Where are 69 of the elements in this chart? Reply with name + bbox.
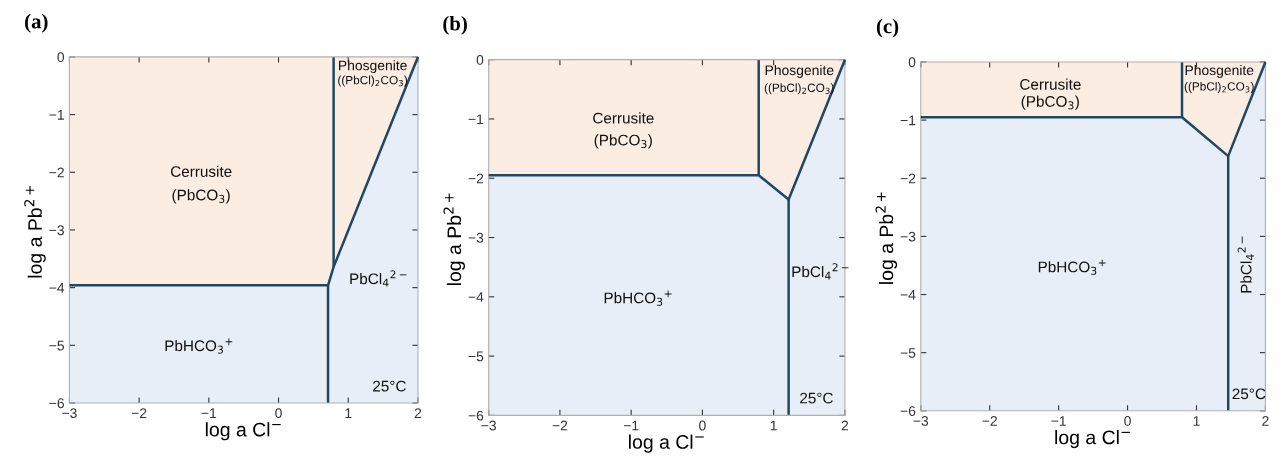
annotation: 25°C — [373, 380, 406, 392]
x-tick-label: 0 — [1124, 416, 1131, 426]
y-axis-title: log a Pb$^{2+}$ — [24, 185, 46, 278]
x-tick-label: 1 — [770, 420, 777, 431]
y-tick-label: −3 — [468, 232, 484, 243]
annotation: PbHCO$_{3}$$^{+}$ — [604, 290, 672, 306]
y-tick-label: −6 — [468, 410, 484, 421]
annotation: PbCl$_{4}$$^{2−}$ — [1237, 236, 1254, 293]
x-tick-label: −1 — [1051, 416, 1066, 426]
y-tick-label: −4 — [900, 290, 916, 300]
annotation: Phosgenite — [339, 60, 407, 74]
annotation: (PbCO$_{3}$) — [1021, 95, 1079, 110]
x-tick-label: −2 — [552, 420, 568, 431]
annotation: PbHCO$_{3}$$^{+}$ — [1038, 259, 1106, 275]
y-tick-label: −3 — [49, 225, 64, 236]
x-tick-label: −1 — [201, 408, 217, 418]
x-tick-label: 2 — [414, 408, 422, 418]
x-tick-label: 1 — [345, 408, 352, 418]
y-tick-label: −5 — [468, 351, 484, 362]
x-tick-label: −3 — [913, 416, 929, 426]
annotation: PbCl$_{4}$$^{2−}$ — [792, 263, 849, 280]
x-axis-title: log a Cl$^{−}$ — [629, 434, 704, 453]
y-tick-label: −6 — [900, 406, 916, 416]
x-tick-label: −3 — [62, 408, 77, 419]
y-tick-label: −2 — [900, 173, 916, 184]
annotation: (PbCO$_{3}$) — [594, 134, 652, 149]
annotation: Cerrusite — [593, 112, 654, 124]
y-tick-label: −4 — [468, 292, 484, 302]
y-tick-label: 0 — [908, 57, 916, 68]
y-tick-label: −6 — [49, 398, 64, 409]
x-axis-title: log a Cl$^{−}$ — [1055, 430, 1131, 449]
x-tick-label: 0 — [699, 420, 706, 431]
y-tick-label: −5 — [49, 340, 64, 351]
x-tick-label: −2 — [982, 416, 997, 426]
annotation: ((PbCl)$_{2}$CO$_{3}$) — [764, 83, 834, 95]
annotation: ((PbCl)$_{2}$CO$_{3}$) — [1184, 81, 1254, 93]
x-tick-label: 2 — [1262, 416, 1269, 426]
annotation: (PbCO$_{3}$) — [172, 189, 230, 204]
annotation: 25°C — [800, 392, 833, 404]
y-tick-label: −3 — [900, 231, 916, 242]
y-tick-label: −5 — [900, 348, 916, 358]
y-axis-title: log a Pb$^{2+}$ — [875, 192, 898, 284]
y-tick-label: −2 — [49, 167, 64, 178]
annotation: Cerrusite — [1020, 78, 1081, 90]
x-tick-label: 1 — [1193, 416, 1200, 426]
annotation: Cerrusite — [170, 165, 232, 177]
x-tick-label: 2 — [841, 420, 849, 431]
chart-title: (c) — [876, 18, 899, 38]
chart-title: (b) — [443, 15, 467, 35]
annotation: 25°C — [1232, 388, 1266, 400]
annotation: Phosgenite — [1185, 64, 1254, 78]
x-tick-label: −3 — [481, 420, 496, 431]
y-tick-label: −1 — [49, 110, 64, 120]
annotation: ((PbCl)$_{2}$CO$_{3}$) — [338, 75, 408, 87]
annotation: PbHCO$_{3}$$^{+}$ — [165, 338, 233, 354]
chart-title: (a) — [25, 13, 48, 33]
y-tick-label: 0 — [476, 55, 484, 65]
y-tick-label: −1 — [468, 114, 484, 124]
x-tick-label: −1 — [623, 420, 639, 431]
x-tick-label: −2 — [131, 408, 147, 418]
y-axis-title: log a Pb$^{2+}$ — [443, 193, 466, 286]
y-tick-label: −1 — [900, 115, 916, 126]
y-tick-label: 0 — [57, 52, 65, 63]
annotation: Phosgenite — [765, 64, 834, 78]
y-tick-label: −4 — [49, 283, 65, 293]
x-axis-title: log a Cl$^{−}$ — [205, 422, 281, 441]
annotation: PbCl$_{4}$$^{2−}$ — [350, 270, 407, 287]
x-tick-label: 0 — [275, 408, 282, 419]
y-tick-label: −2 — [468, 173, 484, 184]
